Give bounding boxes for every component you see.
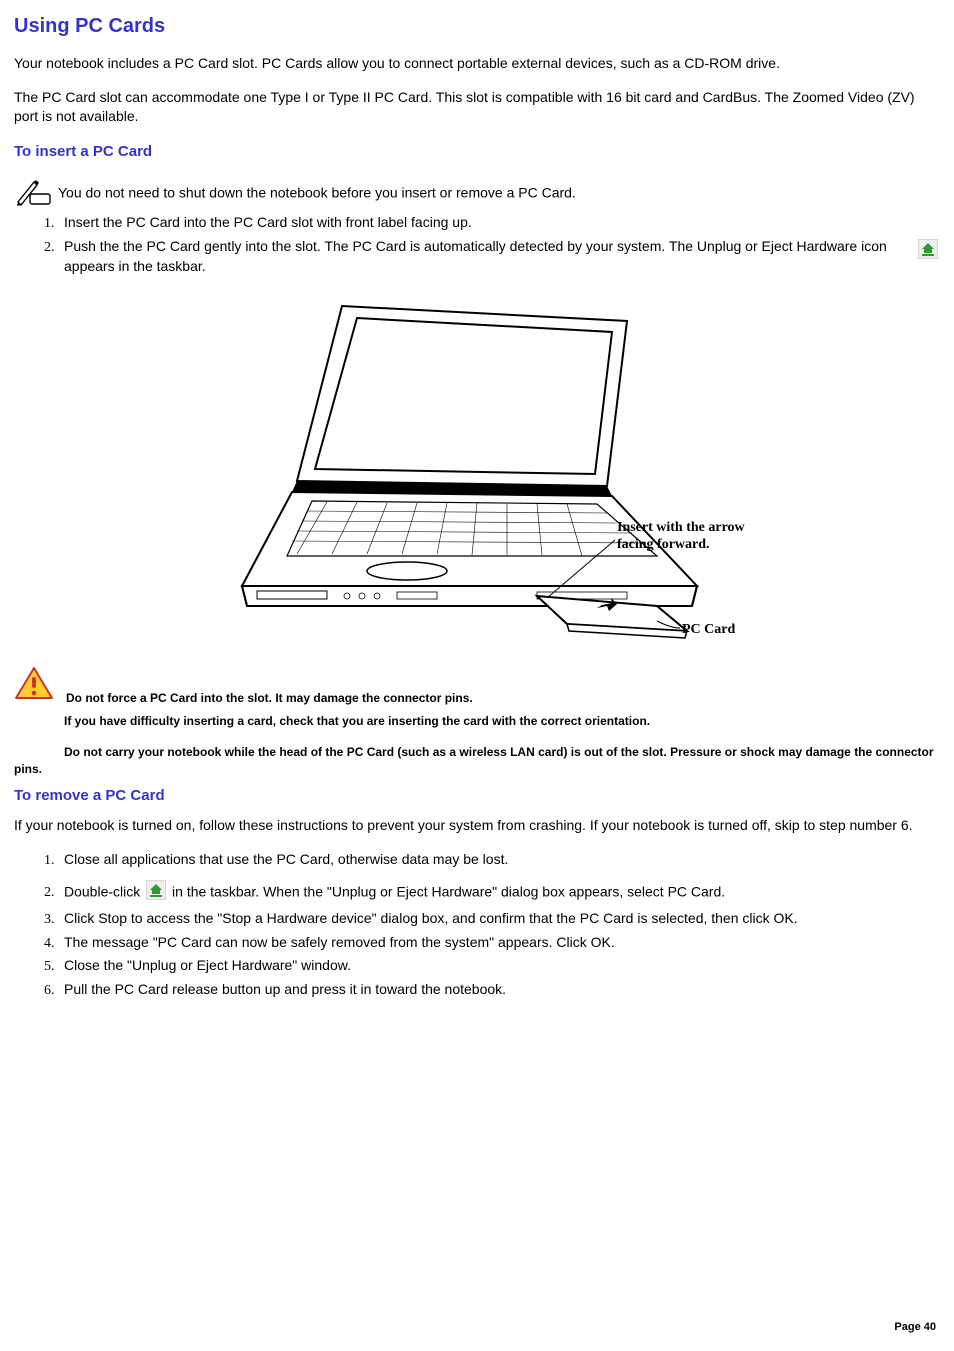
warning-1: Do not force a PC Card into the slot. It… (66, 691, 473, 705)
remove-step-4: The message "PC Card can now be safely r… (58, 933, 940, 953)
warning-2: If you have difficulty inserting a card,… (64, 713, 940, 730)
warning-block: Do not force a PC Card into the slot. It… (14, 666, 940, 777)
remove-step-2: Double-click in the taskbar. When the "U… (58, 880, 940, 906)
insert-step-2: Push the the PC Card gently into the slo… (58, 237, 940, 276)
eject-hardware-icon (146, 880, 166, 906)
remove-intro: If your notebook is turned on, follow th… (14, 816, 940, 836)
insert-step-1: Insert the PC Card into the PC Card slot… (58, 213, 940, 233)
eject-hardware-icon (918, 239, 938, 265)
illustration-label-arrow1: Insert with the arrow (617, 520, 746, 535)
warning-triangle-icon (14, 666, 54, 707)
section-remove-title: To remove a PC Card (14, 785, 940, 806)
pencil-note-icon (14, 176, 54, 212)
illustration-label-arrow2: facing forward. (617, 537, 710, 552)
intro-paragraph-2: The PC Card slot can accommodate one Typ… (14, 88, 940, 127)
remove-step-6: Pull the PC Card release button up and p… (58, 980, 940, 1000)
intro-paragraph-1: Your notebook includes a PC Card slot. P… (14, 54, 940, 74)
laptop-pccard-illustration: Insert with the arrow facing forward. PC… (197, 296, 757, 646)
insert-steps-list: Insert the PC Card into the PC Card slot… (14, 213, 940, 276)
illustration-label-pccard: PC Card (682, 622, 735, 637)
remove-steps-list: Close all applications that use the PC C… (14, 850, 940, 1000)
note-line: You do not need to shut down the noteboo… (14, 176, 940, 212)
insert-step-2-text: Push the the PC Card gently into the slo… (64, 237, 912, 276)
note-text: You do not need to shut down the noteboo… (58, 184, 576, 200)
page-title: Using PC Cards (14, 12, 940, 40)
section-insert-title: To insert a PC Card (14, 141, 940, 162)
remove-step-5: Close the "Unplug or Eject Hardware" win… (58, 956, 940, 976)
remove-step-3: Click Stop to access the "Stop a Hardwar… (58, 909, 940, 929)
warning-3: Do not carry your notebook while the hea… (14, 744, 940, 778)
remove-step-1: Close all applications that use the PC C… (58, 850, 940, 870)
page-number: Page 40 (894, 1320, 936, 1335)
